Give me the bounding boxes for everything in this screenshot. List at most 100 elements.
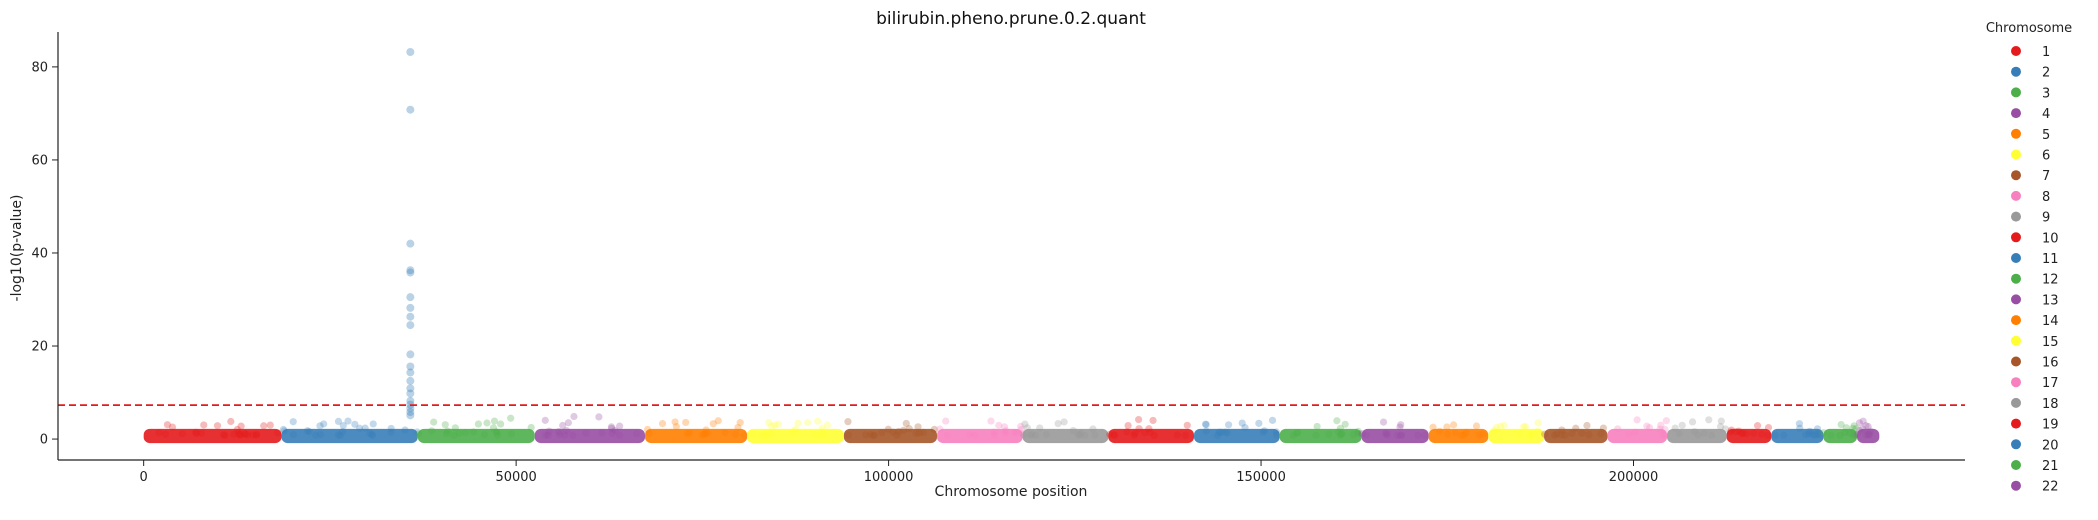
chromosome-5-point xyxy=(721,428,729,437)
chromosome-3-point xyxy=(493,428,501,437)
chromosome-3-point xyxy=(493,431,502,439)
chromosome-5-point xyxy=(698,431,706,439)
chromosome-17-points xyxy=(1607,416,1670,444)
significant-point xyxy=(406,239,415,248)
significant-point xyxy=(406,376,415,385)
chromosome-1-point xyxy=(155,429,163,437)
chromosome-9-points xyxy=(1020,418,1109,444)
chromosome-14-point xyxy=(1443,423,1451,431)
chromosome-17-point xyxy=(1661,431,1669,439)
chromosome-18-point xyxy=(1700,429,1708,437)
chromosome-10-point xyxy=(1173,431,1181,439)
chromosome-20-point xyxy=(1808,430,1817,439)
chromosome-3-points xyxy=(415,414,535,444)
legend-label: 4 xyxy=(2042,107,2050,122)
chromosome-6-point xyxy=(817,431,825,439)
chromosome-7-point xyxy=(844,418,852,426)
legend-marker xyxy=(2011,377,2021,388)
chromosome-2-point xyxy=(289,418,297,426)
chromosome-17-point xyxy=(1662,417,1670,425)
chromosome-12-point xyxy=(1354,429,1362,437)
chromosome-7-point xyxy=(878,429,886,437)
chromosome-12-point xyxy=(1338,430,1346,438)
chromosome-10-point xyxy=(1130,431,1138,439)
chromosome-13-point xyxy=(1382,430,1390,438)
chromosome-8-points xyxy=(936,417,1026,444)
chromosome-7-point xyxy=(930,425,938,434)
chromosome-2-point xyxy=(368,431,376,439)
chromosome-4-point xyxy=(633,430,641,438)
chromosome-15-point xyxy=(1496,422,1505,430)
chromosome-9-point xyxy=(1069,427,1077,435)
chromosome-15-point xyxy=(1528,431,1536,439)
chromosome-11-point xyxy=(1260,427,1269,435)
legend-marker xyxy=(2011,460,2021,470)
chromosome-18-point xyxy=(1678,421,1686,429)
chromosome-4-point xyxy=(559,421,567,430)
chromosome-4-point xyxy=(541,431,550,439)
chromosome-10-point xyxy=(1135,425,1143,433)
chromosome-15-point xyxy=(1527,430,1535,439)
chromosome-1-point xyxy=(230,430,238,438)
x-tick-label: 200000 xyxy=(1609,470,1659,485)
chromosome-8-point xyxy=(995,421,1003,429)
chromosome-5-point xyxy=(704,429,712,437)
chromosome-11-point xyxy=(1201,420,1210,428)
chromosome-6-point xyxy=(818,424,826,432)
legend-label: 12 xyxy=(2042,273,2059,288)
chromosome-5-band xyxy=(644,428,748,444)
chromosome-10-point xyxy=(1183,421,1191,429)
chromosome-2-point xyxy=(316,422,324,430)
chromosome-8-point xyxy=(987,417,995,425)
chromosome-8-point xyxy=(936,425,944,433)
chromosome-8-point xyxy=(1011,428,1019,437)
chromosome-3-point xyxy=(507,430,515,438)
chromosome-15-point xyxy=(1534,427,1542,435)
chromosome-1-point xyxy=(178,430,186,438)
x-tick-label: 150000 xyxy=(1236,470,1286,485)
chromosome-11-point xyxy=(1272,431,1281,439)
chromosome-3-point xyxy=(527,423,535,432)
chromosome-18-point xyxy=(1675,430,1683,438)
chromosome-2-point xyxy=(336,431,344,439)
chromosome-5-point xyxy=(714,417,722,425)
chromosome-14-point xyxy=(1479,430,1487,438)
chromosome-22-point xyxy=(1864,430,1872,438)
chromosome-14-point xyxy=(1475,431,1483,439)
chromosome-15-band xyxy=(1488,428,1545,444)
significant-point xyxy=(406,411,415,420)
chromosome-8-point xyxy=(1000,423,1009,431)
chromosome-12-point xyxy=(1312,431,1320,439)
chromosome-16-point xyxy=(1541,430,1549,438)
chromosome-5-point xyxy=(685,429,693,437)
x-axis-label: Chromosome position xyxy=(935,484,1088,500)
chromosome-3-point xyxy=(497,420,505,428)
chromosome-21-point xyxy=(1842,424,1850,432)
legend-label: 10 xyxy=(2042,231,2059,246)
chromosome-19-point xyxy=(1726,428,1735,436)
chromosome-2-point xyxy=(401,426,409,434)
chromosome-3-point xyxy=(470,428,478,436)
chromosome-20-point xyxy=(1795,420,1804,428)
legend-marker xyxy=(2011,149,2021,160)
chromosome-21-point xyxy=(1841,428,1849,437)
chromosome-1-point xyxy=(241,430,250,438)
chromosome-2-point xyxy=(305,428,313,436)
significant-point xyxy=(406,384,415,393)
chromosome-16-point xyxy=(1583,421,1591,430)
chromosome-10-point xyxy=(1145,425,1153,433)
chromosome-1-point xyxy=(200,421,208,429)
chromosome-6-point xyxy=(767,422,776,430)
chromosome-8-point xyxy=(990,431,998,439)
legend-marker xyxy=(2011,480,2021,491)
significant-point xyxy=(406,362,415,371)
chromosome-1-point xyxy=(240,430,249,438)
chromosome-2-point xyxy=(334,431,343,439)
chromosome-11-point xyxy=(1202,427,1210,435)
chromosome-16-point xyxy=(1597,430,1605,438)
significant-point xyxy=(406,312,415,321)
chromosome-17-point xyxy=(1614,425,1622,433)
chromosome-14-band xyxy=(1428,428,1489,444)
chromosome-5-point xyxy=(736,419,744,427)
chromosome-7-point xyxy=(870,431,878,439)
